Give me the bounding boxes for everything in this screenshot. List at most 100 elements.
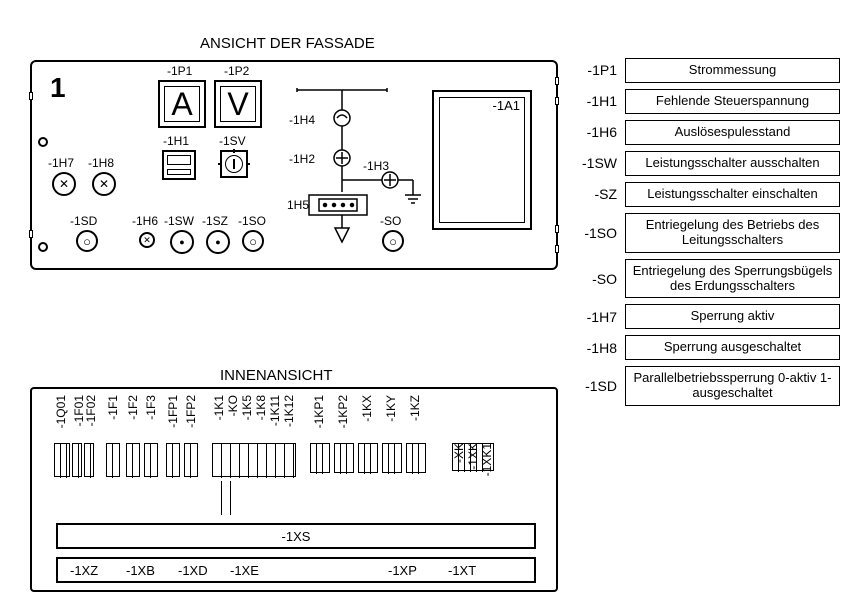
indicator-1h8 (92, 172, 116, 196)
switch-1sd (76, 230, 98, 252)
legend-row: -SOEntriegelung des Sperrungsbügels des … (570, 259, 840, 299)
terminal-block (72, 443, 82, 477)
legend-key: -SO (570, 259, 625, 299)
legend-value: Sperrung aktiv (625, 304, 840, 329)
legend-value: Auslösespulesstand (625, 120, 840, 145)
label-1p1: -1P1 (167, 64, 192, 78)
vlabel: -1KZ (408, 395, 422, 421)
vlabel: -1KX (360, 395, 374, 422)
legend-value: Entriegelung des Betriebs des Leitungssc… (625, 213, 840, 253)
legend-value: Sperrung ausgeschaltet (625, 335, 840, 360)
legend-row: -1SWLeistungsschalter ausschalten (570, 151, 840, 176)
inner-panel: -1Q01-1F01-1F02-1F1-1F2-1F3-1FP1-1FP2-1K… (30, 387, 558, 592)
terminal-block (54, 443, 70, 477)
label-1h6: -1H6 (132, 214, 158, 228)
terminal-block (382, 443, 402, 473)
legend-key: -1P1 (570, 58, 625, 83)
legend-row: -1H1Fehlende Steuerspannung (570, 89, 840, 114)
notch (555, 225, 559, 233)
legend-key: -1H6 (570, 120, 625, 145)
bottom-row: -1XZ-1XB-1XD-1XE-1XP-1XT (56, 557, 536, 583)
legend-value: Parallelbetriebssperrung 0-aktiv 1- ausg… (625, 366, 840, 406)
gauge-letter: A (164, 86, 200, 122)
label-1h7: -1H7 (48, 156, 74, 170)
legend-key: -1SW (570, 151, 625, 176)
bottom-label: -1XD (178, 563, 208, 578)
label-1sw: -1SW (164, 214, 194, 228)
terminal-block (84, 443, 94, 477)
terminal-block (184, 443, 198, 477)
svg-text:-1H2: -1H2 (289, 152, 315, 166)
panel-number: 1 (50, 72, 66, 104)
vlabel: -KO (226, 395, 240, 416)
notch (29, 92, 33, 100)
indicator-1h7 (52, 172, 76, 196)
vlabel: -1K5 (240, 395, 254, 420)
gauge-volts: V (214, 80, 262, 128)
switch-1so (242, 230, 264, 252)
legend-key: -1H7 (570, 304, 625, 329)
front-title: ANSICHT DER FASSADE (200, 35, 375, 52)
terminal-block (358, 443, 378, 473)
legend-row: -1SDParallelbetriebssperrung 0-aktiv 1- … (570, 366, 840, 406)
label-1so: -1SO (238, 214, 266, 228)
legend-row: -SZLeistungsschalter einschalten (570, 182, 840, 207)
display-inner (439, 97, 525, 223)
label-1h1: -1H1 (163, 134, 189, 148)
svg-text:-1H4: -1H4 (289, 113, 315, 127)
circuit-schematic: -1H4 -1H2 -1H3 -1H5 (287, 80, 427, 260)
vlabel: -1F2 (126, 395, 140, 420)
legend-value: Fehlende Steuerspannung (625, 89, 840, 114)
vlabel: -1KP1 (312, 395, 326, 428)
legend-value: Entriegelung des Sperrungsbügels des Erd… (625, 259, 840, 299)
label-1sz: -1SZ (202, 214, 228, 228)
front-panel: 1 -1P1 A -1P2 V -1H1 -1SV -1H7 -1H8 -1SD (30, 60, 558, 270)
legend-row: -1H6Auslösespulesstand (570, 120, 840, 145)
counter-display (167, 155, 191, 165)
hole (38, 242, 48, 252)
bottom-label: -1XT (448, 563, 476, 578)
box-1xs: -1XS (56, 523, 536, 549)
terminal-block (126, 443, 140, 477)
vlabel: -1K11 (268, 395, 282, 426)
legend-key: -1H1 (570, 89, 625, 114)
gauge-amps: A (158, 80, 206, 128)
box-1xs-label: -1XS (282, 529, 311, 544)
notch (555, 97, 559, 105)
diagram-root: ANSICHT DER FASSADE 1 -1P1 A -1P2 V -1H1… (0, 0, 859, 611)
vlabel: -1K8 (254, 395, 268, 420)
legend-key: -1SD (570, 366, 625, 406)
notch (555, 77, 559, 85)
legend-value: Leistungsschalter ausschalten (625, 151, 840, 176)
label-1sd: -1SD (70, 214, 97, 228)
label-1p2: -1P2 (224, 64, 249, 78)
hole (38, 137, 48, 147)
bottom-labels: -1XZ-1XB-1XD-1XE-1XP-1XT (58, 559, 534, 581)
legend-row: -1SOEntriegelung des Betriebs des Leitun… (570, 213, 840, 253)
button-1sz (206, 230, 230, 254)
terminal-block (452, 443, 494, 471)
legend-row: -1H7Sperrung aktiv (570, 304, 840, 329)
counter-bar (167, 169, 191, 175)
legend-key: -1H8 (570, 335, 625, 360)
legend-key: -SZ (570, 182, 625, 207)
terminal-block (310, 443, 330, 473)
legend-value: Strommessung (625, 58, 840, 83)
legend-value: Leistungsschalter einschalten (625, 182, 840, 207)
bottom-label: -1XZ (70, 563, 98, 578)
terminal-block (212, 443, 296, 477)
vlabel: -1FP1 (166, 395, 180, 428)
vlabel: -1F3 (144, 395, 158, 420)
legend-key: -1SO (570, 213, 625, 253)
bottom-label: -1XP (388, 563, 417, 578)
vlabel: -1F1 (106, 395, 120, 420)
vlabel: -1F02 (84, 395, 98, 426)
vlabel: -1KY (384, 395, 398, 422)
vlabel: -1K12 (282, 395, 296, 427)
bottom-label: -1XB (126, 563, 155, 578)
counter-1h1 (162, 150, 196, 180)
label-1h8: -1H8 (88, 156, 114, 170)
svg-text:-1H5: -1H5 (287, 198, 309, 212)
circuit-svg: -1H4 -1H2 -1H3 -1H5 (287, 80, 427, 260)
button-1sw (170, 230, 194, 254)
